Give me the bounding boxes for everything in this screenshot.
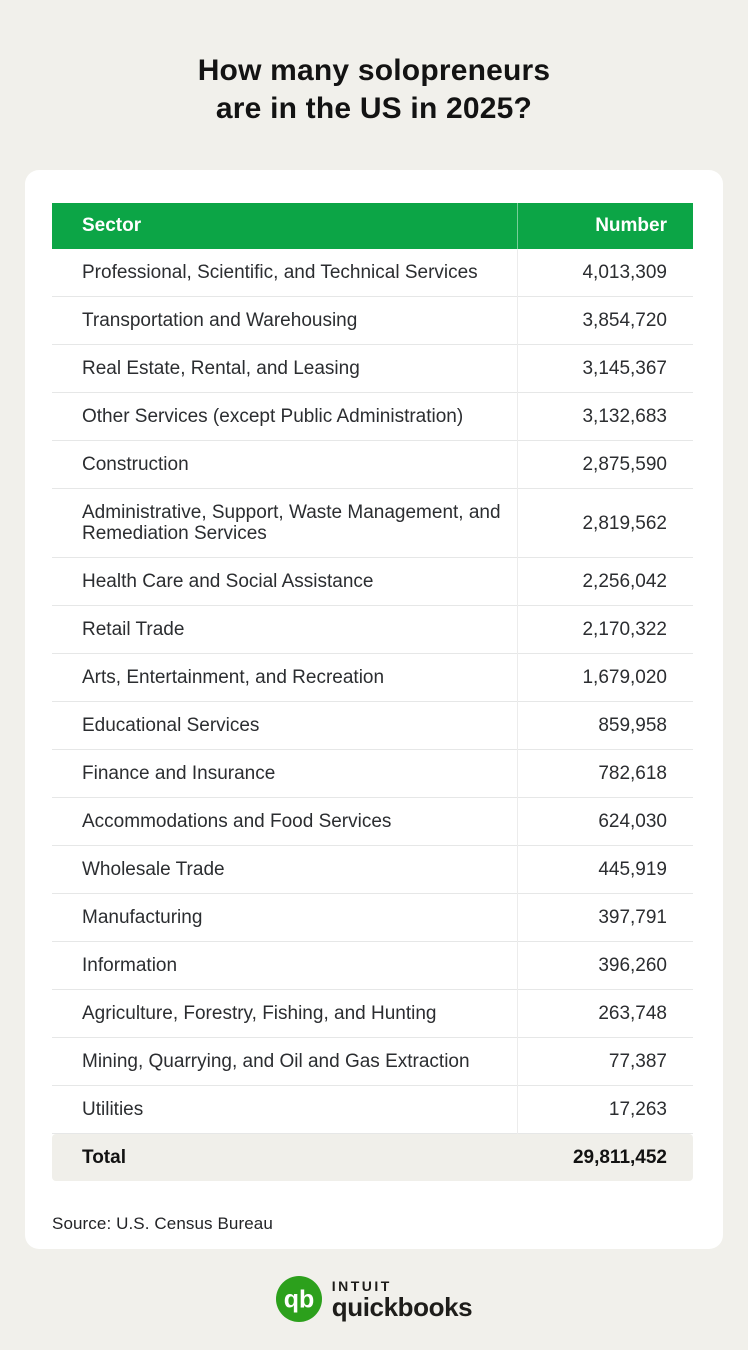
- table-row: Finance and Insurance 782,618: [52, 749, 693, 798]
- number-cell: 4,013,309: [516, 249, 693, 297]
- column-header-number: Number: [516, 203, 693, 249]
- number-cell: 3,145,367: [516, 344, 693, 393]
- number-cell: 2,819,562: [516, 488, 693, 558]
- sector-cell: Accommodations and Food Services: [82, 811, 392, 832]
- page-title-line-1: How many solopreneurs: [197, 54, 551, 87]
- page-title: How many solopreneurs are in the US in 2…: [0, 0, 748, 128]
- sector-cell: Utilities: [82, 1099, 144, 1120]
- table-row: Professional, Scientific, and Technical …: [52, 249, 693, 297]
- table-row: Other Services (except Public Administra…: [52, 392, 693, 441]
- table-row: Health Care and Social Assistance 2,256,…: [52, 557, 693, 606]
- sector-cell: Professional, Scientific, and Technical …: [82, 262, 478, 283]
- number-cell: 396,260: [516, 941, 693, 990]
- sector-cell: Finance and Insurance: [82, 763, 276, 784]
- sector-cell: Other Services (except Public Administra…: [82, 406, 464, 427]
- sector-cell: Manufacturing: [82, 907, 203, 928]
- sector-cell: Administrative, Support, Waste Managemen…: [82, 502, 501, 544]
- number-cell: 3,132,683: [516, 392, 693, 441]
- sector-cell: Retail Trade: [82, 619, 185, 640]
- table-header-row: Sector Number: [52, 203, 693, 249]
- infographic-card: Sector Number Professional, Scientific, …: [25, 170, 723, 1249]
- sector-cell: Information: [82, 955, 178, 976]
- number-cell: 2,875,590: [516, 440, 693, 489]
- number-cell: 2,256,042: [516, 557, 693, 606]
- table-row: Arts, Entertainment, and Recreation 1,67…: [52, 653, 693, 702]
- table-row: Utilities 17,263: [52, 1085, 693, 1134]
- number-cell: 624,030: [516, 797, 693, 846]
- table-row: Transportation and Warehousing 3,854,720: [52, 296, 693, 345]
- table-row: Educational Services 859,958: [52, 701, 693, 750]
- quickbooks-logo: qb INTUIT quickbooks: [0, 1276, 748, 1322]
- sector-cell: Agriculture, Forestry, Fishing, and Hunt…: [82, 1003, 437, 1024]
- quickbooks-wordmark: quickbooks: [331, 1291, 473, 1322]
- table-total-row: Total 29,811,452: [52, 1133, 693, 1181]
- table-row: Real Estate, Rental, and Leasing 3,145,3…: [52, 344, 693, 393]
- sector-cell: Real Estate, Rental, and Leasing: [82, 358, 360, 379]
- table-row: Accommodations and Food Services 624,030: [52, 797, 693, 846]
- solopreneurs-table: Sector Number Professional, Scientific, …: [52, 203, 693, 1181]
- intuit-wordmark: INTUIT: [331, 1277, 392, 1294]
- sector-cell: Arts, Entertainment, and Recreation: [82, 667, 385, 688]
- total-label: Total: [52, 1133, 517, 1181]
- number-cell: 2,170,322: [516, 605, 693, 654]
- table-row: Mining, Quarrying, and Oil and Gas Extra…: [52, 1037, 693, 1086]
- number-cell: 445,919: [516, 845, 693, 894]
- sector-cell: Mining, Quarrying, and Oil and Gas Extra…: [82, 1051, 470, 1072]
- number-cell: 263,748: [516, 989, 693, 1038]
- number-cell: 397,791: [516, 893, 693, 942]
- number-cell: 17,263: [516, 1085, 693, 1134]
- brand-wordmark: INTUIT quickbooks: [331, 1277, 473, 1322]
- table-row: Wholesale Trade 445,919: [52, 845, 693, 894]
- qb-monogram: qb: [283, 1286, 314, 1314]
- total-value: 29,811,452: [517, 1133, 693, 1181]
- quickbooks-qb-icon: qb: [275, 1276, 322, 1322]
- number-cell: 77,387: [516, 1037, 693, 1086]
- table-row: Agriculture, Forestry, Fishing, and Hunt…: [52, 989, 693, 1038]
- table-row: Information 396,260: [52, 941, 693, 990]
- sector-cell: Transportation and Warehousing: [82, 310, 358, 331]
- sector-cell: Construction: [82, 454, 189, 475]
- table-row: Retail Trade 2,170,322: [52, 605, 693, 654]
- number-cell: 3,854,720: [516, 296, 693, 345]
- source-note: Source: U.S. Census Bureau: [52, 1214, 273, 1233]
- table-row: Manufacturing 397,791: [52, 893, 693, 942]
- table-row: Construction 2,875,590: [52, 440, 693, 489]
- page-title-line-2: are in the US in 2025?: [215, 92, 533, 125]
- table-row: Administrative, Support, Waste Managemen…: [52, 488, 693, 558]
- number-cell: 1,679,020: [516, 653, 693, 702]
- sector-cell: Wholesale Trade: [82, 859, 225, 880]
- number-cell: 782,618: [516, 749, 693, 798]
- column-header-sector: Sector: [52, 203, 517, 249]
- sector-cell: Educational Services: [82, 715, 260, 736]
- number-cell: 859,958: [516, 701, 693, 750]
- sector-cell: Health Care and Social Assistance: [82, 571, 374, 592]
